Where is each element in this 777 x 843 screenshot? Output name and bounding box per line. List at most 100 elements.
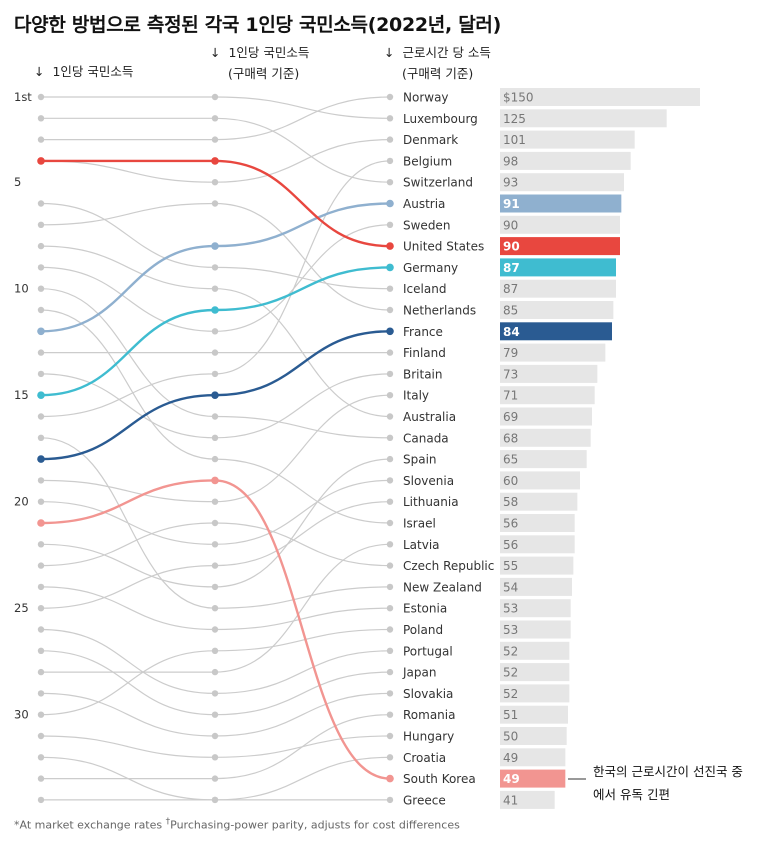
dot-hourly-estonia [386, 605, 394, 612]
bar-value-slovakia: 52 [503, 687, 518, 701]
bar-value-israel: 56 [503, 517, 518, 531]
dot-ppp-france [211, 391, 219, 400]
bar-slovakia [500, 684, 570, 703]
dot-ppp-belgium [211, 370, 219, 378]
country-label-croatia: Croatia [403, 751, 446, 765]
bar-value-luxembourg: 125 [503, 112, 526, 126]
dot-hourly-slovenia [386, 477, 394, 484]
country-label-germany: Germany [403, 261, 458, 275]
dot-hourly-france [386, 327, 394, 336]
bar-sweden [500, 215, 620, 234]
bar-new-zealand [500, 577, 572, 596]
column-header-ppp-label: 1인당 국민소득 [228, 45, 310, 60]
dot-market-austria [37, 327, 45, 336]
line-czech-republic [40, 522, 391, 567]
dot-hourly-united-states [386, 242, 394, 250]
footnote-ppp: Purchasing-power parity, adjusts for cos… [170, 818, 460, 832]
country-label-japan: Japan [402, 666, 436, 680]
dot-ppp-hungary [211, 754, 219, 761]
country-label-new-zealand: New Zealand [403, 580, 482, 594]
dot-market-united-states [37, 157, 45, 165]
dot-hourly-israel [386, 519, 394, 527]
line-france [40, 330, 391, 461]
chart-title: 다양한 방법으로 측정된 각국 1인당 국민소득(2022년, 달러) [14, 14, 501, 36]
column-header-hourly-sublabel: (구매력 기준) [402, 66, 474, 81]
dot-ppp-portugal [211, 690, 219, 697]
dot-market-australia [37, 242, 45, 250]
country-label-poland: Poland [403, 623, 443, 637]
dot-market-czech-republic [37, 562, 45, 569]
dot-hourly-australia [386, 413, 394, 420]
line-spain [40, 458, 391, 588]
rank-label-10: 10 [14, 282, 29, 296]
dot-hourly-czech-republic [386, 562, 394, 569]
column-header-market: ↓ 1인당 국민소득 [34, 61, 133, 82]
dot-market-israel [37, 306, 45, 314]
column-header-ppp: ↓ 1인당 국민소득 (구매력 기준) [210, 42, 309, 84]
dot-ppp-netherlands [211, 200, 219, 207]
line-israel [40, 309, 391, 524]
bar-lithuania [500, 492, 578, 511]
country-label-israel: Israel [403, 517, 436, 531]
bar-value-britain: 73 [503, 367, 518, 381]
dot-hourly-norway [386, 93, 394, 101]
dot-ppp-estonia [211, 626, 219, 633]
bar-finland [500, 343, 606, 362]
bar-portugal [500, 641, 570, 660]
bar-value-united-states: 90 [503, 240, 520, 254]
dot-ppp-latvia [211, 668, 219, 676]
country-label-iceland: Iceland [403, 282, 446, 296]
bar-united-states [500, 237, 620, 256]
line-norway [41, 96, 391, 141]
line-britain [40, 373, 391, 439]
dot-market-spain [37, 541, 45, 548]
bar-value-spain: 65 [503, 453, 518, 467]
dot-ppp-spain [211, 583, 219, 591]
column-header-ppp-sublabel: (구매력 기준) [228, 66, 300, 81]
bar-latvia [500, 535, 575, 554]
line-germany [40, 266, 391, 397]
line-iceland [40, 202, 391, 290]
bar-romania [500, 705, 568, 724]
rank-label-5: 5 [14, 175, 21, 189]
bar-germany [500, 258, 616, 277]
line-latvia [41, 543, 391, 673]
dot-hourly-finland [386, 349, 394, 356]
dot-market-greece [37, 796, 45, 804]
dot-market-slovenia [37, 498, 45, 505]
dot-market-norway [37, 136, 45, 143]
dot-hourly-spain [386, 455, 394, 463]
dot-hourly-denmark [386, 136, 394, 143]
dot-ppp-new-zealand [211, 605, 219, 612]
bar-denmark [500, 130, 635, 149]
dot-hourly-romania [386, 711, 394, 718]
rank-dots [37, 93, 394, 804]
bar-value-france: 84 [503, 325, 520, 339]
column-header-hourly-label: 근로시간 당 소득 [402, 45, 491, 60]
dot-ppp-britain [211, 434, 219, 441]
dot-hourly-iceland [386, 285, 394, 292]
bar-value-norway: $150 [503, 91, 534, 105]
bar-australia [500, 407, 592, 426]
dot-market-latvia [37, 668, 45, 676]
line-luxembourg [40, 96, 391, 119]
line-lithuania [40, 501, 391, 609]
arrow-down-icon: ↓ [34, 64, 45, 79]
dot-market-finland [37, 349, 45, 356]
country-label-norway: Norway [403, 91, 449, 105]
line-australia [40, 245, 391, 418]
dot-ppp-poland [211, 647, 219, 654]
country-label-austria: Austria [403, 197, 445, 211]
bar-value-austria: 91 [503, 197, 520, 211]
bar-austria [500, 194, 622, 213]
bar-value-czech-republic: 55 [503, 559, 518, 573]
dot-hourly-new-zealand [386, 583, 394, 591]
line-portugal [40, 628, 391, 694]
country-label-lithuania: Lithuania [403, 495, 459, 509]
dot-hourly-germany [386, 263, 394, 272]
country-label-romania: Romania [403, 708, 455, 722]
line-hungary [40, 735, 391, 758]
dot-ppp-finland [211, 349, 219, 356]
rank-label-1: 1st [14, 90, 32, 104]
rank-label-30: 30 [14, 708, 29, 722]
